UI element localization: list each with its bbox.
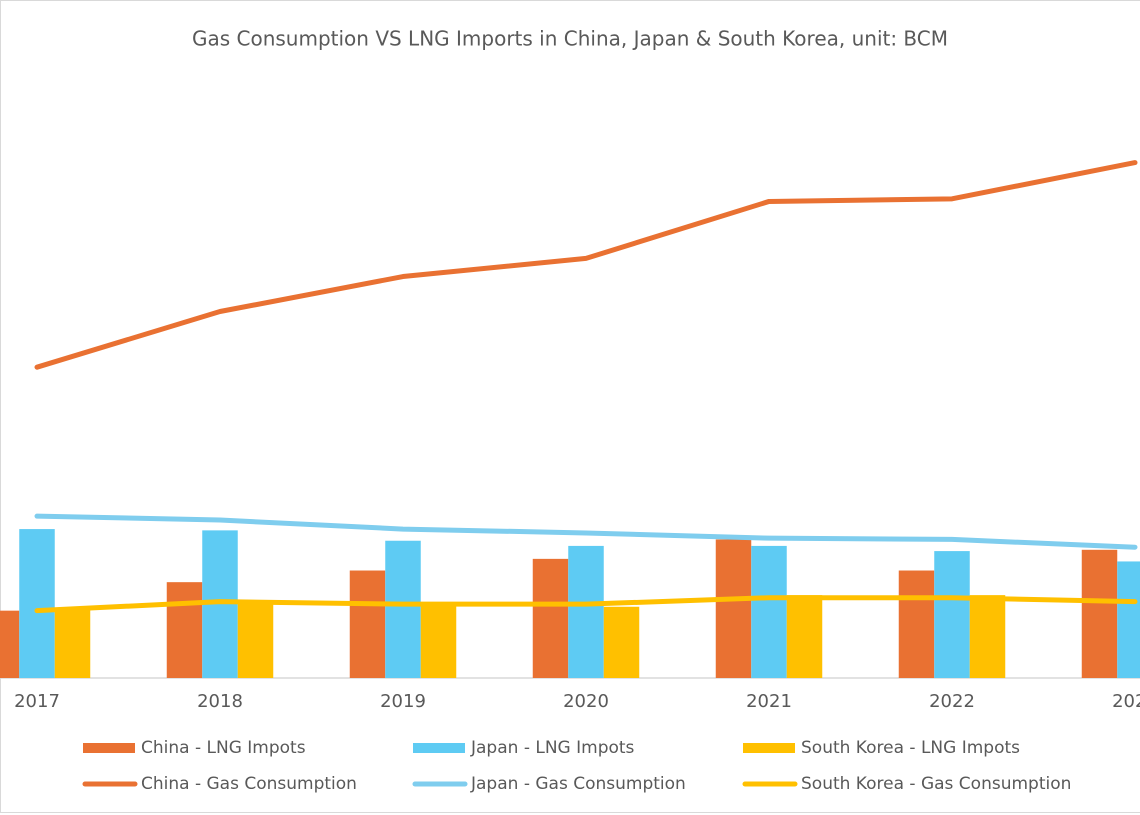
- legend-label: Japan - LNG Impots: [470, 738, 635, 758]
- bar: [54, 608, 91, 678]
- bar: [19, 529, 55, 678]
- bar: [568, 545, 604, 678]
- bar: [969, 595, 1006, 678]
- bar: [1117, 561, 1140, 678]
- bar: [603, 606, 640, 678]
- x-tick-label: 2020: [563, 691, 609, 712]
- legend-label: Japan - Gas Consumption: [470, 774, 686, 794]
- legend-swatch: [413, 743, 465, 753]
- x-tick-label: 2022: [929, 691, 975, 712]
- bar: [0, 610, 20, 678]
- bar: [934, 551, 970, 678]
- bar: [1081, 549, 1118, 678]
- x-tick-label: 2023: [1112, 691, 1140, 712]
- bar: [349, 570, 386, 678]
- chart-title: Gas Consumption VS LNG Imports in China,…: [192, 27, 948, 51]
- legend-label: South Korea - Gas Consumption: [801, 774, 1071, 794]
- legend-label: China - Gas Consumption: [141, 774, 357, 794]
- x-tick-label: 2017: [14, 691, 60, 712]
- legend-label: China - LNG Impots: [141, 738, 306, 758]
- bar: [420, 602, 457, 678]
- x-tick-label: 2019: [380, 691, 426, 712]
- legend-swatch: [743, 743, 795, 753]
- bar: [898, 570, 935, 678]
- x-tick-label: 2018: [197, 691, 243, 712]
- bar: [786, 595, 823, 678]
- line: [34, 160, 1138, 370]
- bar: [385, 540, 421, 678]
- bar: [532, 558, 569, 678]
- legend-label: South Korea - LNG Impots: [801, 738, 1020, 758]
- line: [34, 513, 1138, 550]
- bar: [166, 582, 203, 678]
- line: [34, 595, 1138, 614]
- x-tick-label: 2021: [746, 691, 792, 712]
- bar: [237, 600, 274, 678]
- bar: [715, 539, 752, 678]
- bar: [751, 545, 787, 678]
- legend-swatch: [83, 743, 135, 753]
